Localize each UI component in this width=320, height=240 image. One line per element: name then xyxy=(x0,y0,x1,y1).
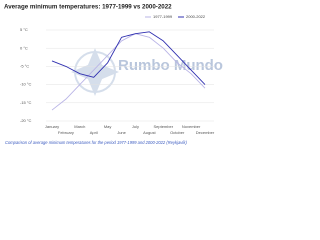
watermark: Rumbo Mundo xyxy=(118,57,223,74)
x-tick-label: March xyxy=(74,124,85,129)
x-tick-label: September xyxy=(153,124,173,129)
y-tick-label: -10 °C xyxy=(20,82,31,87)
watermark-logo xyxy=(71,48,119,96)
legend-label: 2000-2022 xyxy=(186,14,206,19)
chart-title: Average minimum temperatures: 1977-1999 … xyxy=(4,4,172,11)
line xyxy=(51,31,206,85)
x-tick-label: December xyxy=(196,130,215,135)
x-tick-label: January xyxy=(45,124,59,129)
x-tick-label: June xyxy=(117,130,126,135)
x-tick-label: February xyxy=(58,130,74,135)
x-tick-label: May xyxy=(104,124,112,129)
x-tick-label: April xyxy=(90,130,98,135)
x-tick-label: July xyxy=(132,124,139,129)
y-tick-label: -20 °C xyxy=(20,118,31,123)
line xyxy=(51,33,206,111)
y-tick-label: -5 °C xyxy=(20,63,29,68)
chart: Average minimum temperatures: 1977-1999 … xyxy=(4,4,223,145)
x-tick-label: November xyxy=(182,124,201,129)
y-tick-label: 5 °C xyxy=(20,27,28,32)
x-tick-label: August xyxy=(143,130,156,135)
y-tick-label: 0 °C xyxy=(20,45,28,50)
caption: Comparison of average minimum temperatur… xyxy=(5,140,187,145)
y-tick-label: -15 °C xyxy=(20,100,31,105)
legend-label: 1977-1999 xyxy=(153,14,173,19)
x-tick-label: October xyxy=(170,130,185,135)
